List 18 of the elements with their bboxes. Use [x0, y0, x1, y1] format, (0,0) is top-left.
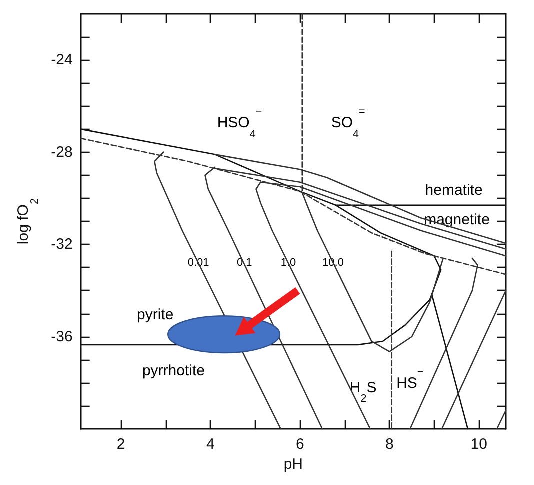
annotation: hematite	[425, 182, 483, 199]
annotation: pyrite	[137, 306, 174, 324]
y-tick-label: -36	[51, 328, 73, 346]
x-tick-label: 2	[116, 436, 126, 454]
annotation: pyrrhotite	[142, 362, 205, 380]
y-tick-label: -24	[51, 52, 73, 69]
y-tick-label: -32	[51, 236, 73, 254]
x-tick-label: 10	[470, 436, 488, 454]
y-tick-label: -28	[51, 144, 73, 161]
annotation: magnetite	[424, 211, 490, 228]
x-axis-title: pH	[284, 456, 304, 473]
annotation: HSO4−	[217, 106, 262, 140]
annotation: SO4=	[331, 106, 366, 140]
x-tick-label: 4	[206, 436, 215, 454]
annotation: HS−	[396, 366, 424, 392]
x-tick-label: 8	[385, 436, 394, 454]
y-axis-title: log fO2	[15, 198, 41, 245]
x-tick-label: 6	[296, 436, 304, 454]
